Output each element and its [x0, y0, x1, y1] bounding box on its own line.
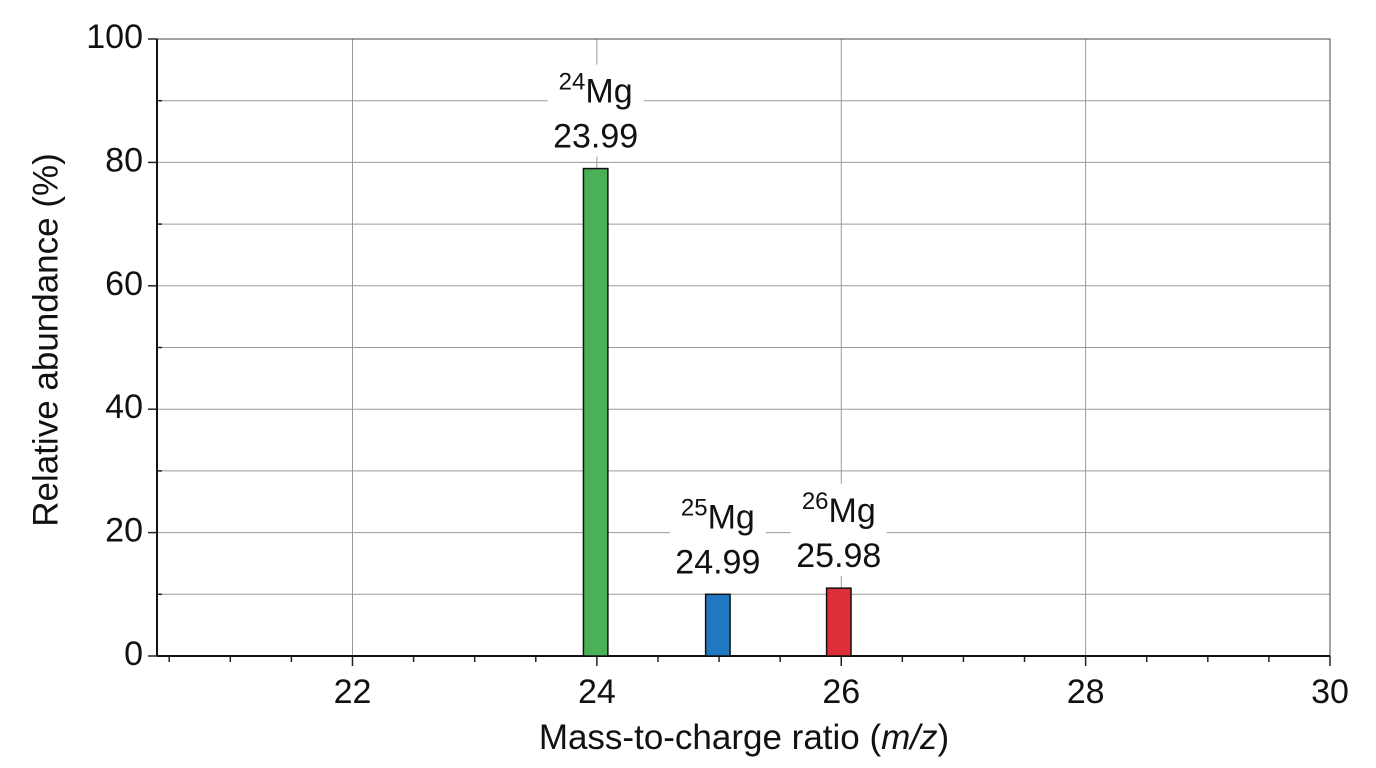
- label-background: [669, 490, 766, 583]
- y-tick-label: 80: [105, 141, 143, 179]
- y-tick-label: 20: [105, 512, 143, 550]
- x-axis-title-part: ): [938, 718, 950, 757]
- element-symbol: Mg: [708, 498, 755, 536]
- x-tick-label: 26: [822, 673, 860, 711]
- x-tick-label: 28: [1067, 673, 1105, 711]
- y-tick-label: 40: [105, 388, 143, 426]
- label-background: [547, 64, 644, 157]
- isotope-label: 25Mg: [681, 495, 755, 537]
- mass-number: 24: [559, 69, 586, 96]
- isotope-label: 24Mg: [559, 69, 633, 111]
- mass-label: 24.99: [675, 543, 760, 581]
- isotope-label: 26Mg: [802, 488, 876, 530]
- mass-number: 25: [681, 495, 708, 522]
- bar: [582, 167, 609, 657]
- x-tick-label: 22: [334, 673, 372, 711]
- mass-number: 26: [802, 488, 829, 515]
- y-tick-label: 0: [124, 635, 143, 673]
- x-tick-label: 24: [578, 673, 616, 711]
- x-axis-title-part: m/z: [881, 718, 938, 757]
- x-axis-title: Mass-to-charge ratio (m/z): [539, 718, 949, 757]
- y-tick-label: 100: [86, 18, 143, 56]
- element-symbol: Mg: [585, 73, 632, 111]
- bar: [704, 593, 731, 657]
- bar: [825, 587, 852, 657]
- y-axis-title: Relative abundance (%): [26, 153, 65, 527]
- label-background: [790, 484, 887, 577]
- x-axis-title-part: Mass-to-charge ratio (: [539, 718, 882, 757]
- x-tick-label: 30: [1311, 673, 1349, 711]
- y-tick-label: 60: [105, 265, 143, 303]
- mass-label: 25.98: [796, 537, 881, 575]
- element-symbol: Mg: [829, 492, 876, 530]
- mass-label: 23.99: [553, 118, 638, 156]
